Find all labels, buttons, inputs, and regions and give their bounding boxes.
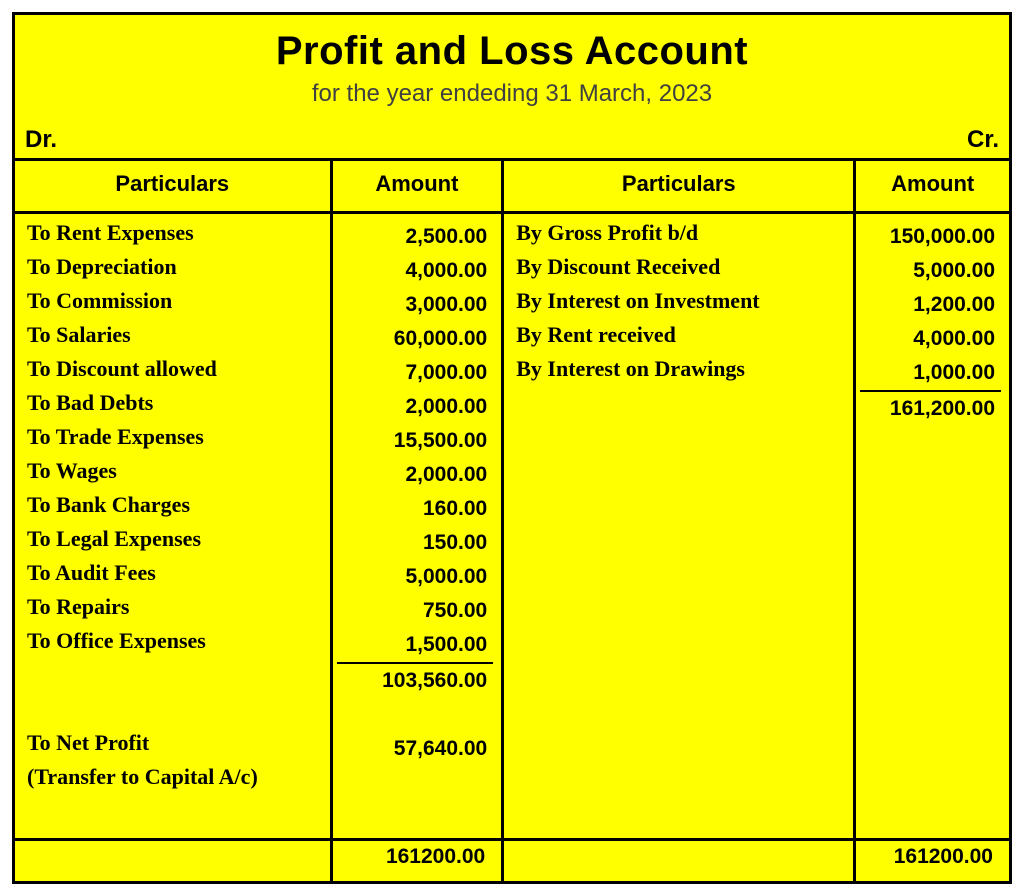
debit-amount: 150.00 [337, 526, 494, 560]
footer-credit-particulars [503, 840, 855, 882]
credit-particulars-cell: By Gross Profit b/d By Discount Received… [503, 213, 855, 840]
debit-amount: 750.00 [337, 594, 494, 628]
debit-particulars-cell: To Rent Expenses To Depreciation To Comm… [15, 213, 331, 840]
credit-label: By Rent received [514, 322, 676, 348]
page-subtitle: for the year endeding 31 March, 2023 [15, 74, 1009, 126]
debit-label: To Repairs [25, 594, 129, 620]
footer-credit-total: 161200.00 [855, 840, 1009, 882]
credit-label: By Interest on Investment [514, 288, 759, 314]
debit-amount: 15,500.00 [337, 424, 494, 458]
profit-loss-account: Profit and Loss Account for the year end… [12, 12, 1012, 884]
net-profit-sublabel: (Transfer to Capital A/c) [25, 764, 258, 790]
debit-amount: 5,000.00 [337, 560, 494, 594]
page-title: Profit and Loss Account [15, 15, 1009, 74]
credit-amount: 1,000.00 [860, 356, 1001, 390]
credit-amount: 4,000.00 [860, 322, 1001, 356]
debit-label: To Office Expenses [25, 628, 206, 654]
dr-label: Dr. [25, 126, 57, 154]
debit-label: To Discount allowed [25, 356, 217, 382]
credit-label: By Gross Profit b/d [514, 220, 698, 246]
header-credit-particulars: Particulars [503, 160, 855, 213]
footer-row: 161200.00 161200.00 [15, 840, 1009, 882]
debit-amount: 2,500.00 [337, 220, 494, 254]
footer-debit-total: 161200.00 [331, 840, 503, 882]
credit-label: By Discount Received [514, 254, 720, 280]
debit-label: To Rent Expenses [25, 220, 194, 246]
debit-label: To Wages [25, 458, 117, 484]
debit-label: To Bank Charges [25, 492, 190, 518]
credit-amount: 1,200.00 [860, 288, 1001, 322]
ledger-table: Particulars Amount Particulars Amount To… [15, 158, 1009, 881]
footer-debit-particulars [15, 840, 331, 882]
debit-label: To Commission [25, 288, 172, 314]
debit-label: To Trade Expenses [25, 424, 204, 450]
debit-label: To Depreciation [25, 254, 177, 280]
header-credit-amount: Amount [855, 160, 1009, 213]
debit-amount: 7,000.00 [337, 356, 494, 390]
dr-cr-row: Dr. Cr. [15, 126, 1009, 158]
debit-label: To Salaries [25, 322, 131, 348]
debit-subtotal: 103,560.00 [337, 662, 494, 698]
header-debit-particulars: Particulars [15, 160, 331, 213]
debit-amount: 4,000.00 [337, 254, 494, 288]
credit-amount: 5,000.00 [860, 254, 1001, 288]
debit-amount: 3,000.00 [337, 288, 494, 322]
debit-amount: 60,000.00 [337, 322, 494, 356]
debit-amount-cell: 2,500.00 4,000.00 3,000.00 60,000.00 7,0… [331, 213, 503, 840]
header-row: Particulars Amount Particulars Amount [15, 160, 1009, 213]
header-debit-amount: Amount [331, 160, 503, 213]
debit-amount: 1,500.00 [337, 628, 494, 662]
credit-label: By Interest on Drawings [514, 356, 745, 382]
credit-amount-cell: 150,000.00 5,000.00 1,200.00 4,000.00 1,… [855, 213, 1009, 840]
net-profit-amount: 57,640.00 [337, 732, 494, 766]
debit-label: To Bad Debts [25, 390, 153, 416]
credit-subtotal: 161,200.00 [860, 390, 1001, 426]
net-profit-label: To Net Profit [25, 730, 149, 756]
body-row: To Rent Expenses To Depreciation To Comm… [15, 213, 1009, 840]
debit-amount: 160.00 [337, 492, 494, 526]
debit-label: To Legal Expenses [25, 526, 201, 552]
debit-amount: 2,000.00 [337, 390, 494, 424]
debit-label: To Audit Fees [25, 560, 156, 586]
cr-label: Cr. [967, 126, 999, 154]
credit-amount: 150,000.00 [860, 220, 1001, 254]
debit-amount: 2,000.00 [337, 458, 494, 492]
